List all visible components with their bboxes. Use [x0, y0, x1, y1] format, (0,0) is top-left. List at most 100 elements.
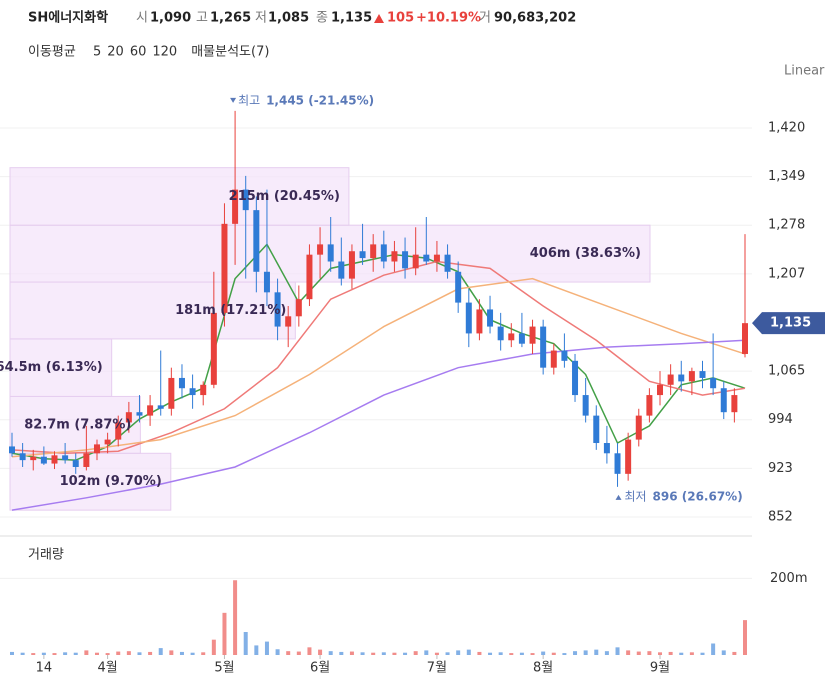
x-tick-label: 9월 — [650, 661, 670, 676]
volume-bar — [169, 650, 174, 655]
ma-line — [11, 243, 746, 461]
candle-body — [317, 244, 324, 255]
volume-bar — [743, 620, 747, 655]
candle-body — [359, 251, 366, 259]
candle-body — [242, 189, 249, 211]
candle-body — [412, 254, 419, 269]
y-tick-label: 994 — [768, 412, 793, 427]
candle-body — [83, 453, 90, 467]
ma-legend: 5 — [93, 45, 101, 60]
volume-bar — [658, 652, 663, 655]
ma-legend: 20 — [107, 45, 124, 60]
volume-bar — [243, 632, 248, 655]
volume-bar — [339, 651, 344, 655]
profile-label: 215m (20.45%) — [229, 189, 340, 204]
price-tag — [752, 312, 825, 335]
candle-body — [295, 299, 302, 317]
candle-body — [455, 271, 462, 303]
volume-bar — [84, 650, 89, 655]
marker-icon — [615, 494, 622, 500]
ma-line — [11, 277, 746, 458]
candle-body — [678, 374, 685, 382]
y-tick-label: 1,420 — [768, 120, 805, 135]
candle-body — [136, 412, 143, 416]
volume-bar — [328, 651, 333, 655]
ma-legend: 120 — [152, 45, 177, 60]
max-label: 1,445 (-21.45%) — [266, 93, 374, 107]
volume-bar — [413, 651, 418, 655]
y-tick-label: 1,207 — [768, 266, 805, 281]
volume-bar — [509, 653, 514, 655]
candle-body — [380, 244, 387, 262]
x-tick-label: 14 — [36, 661, 53, 676]
volume-bar — [604, 651, 609, 655]
scale-label: Linear — [784, 64, 825, 79]
profile-label: 102m (9.70%) — [60, 474, 162, 489]
value: 1,265 — [210, 11, 251, 26]
candle-body — [465, 302, 472, 334]
y-tick-label: 1,065 — [768, 364, 805, 379]
candle-body — [423, 254, 430, 262]
candle-body — [657, 384, 664, 396]
volume-bar — [264, 641, 269, 655]
candle-body — [635, 415, 642, 440]
candle-body — [518, 333, 525, 344]
max-prefix: 최고 — [238, 93, 260, 107]
volume-bar — [10, 651, 14, 655]
candle-body — [147, 405, 154, 416]
candle-body — [348, 251, 355, 279]
candle-body — [476, 309, 483, 334]
candle-body — [603, 443, 610, 454]
marker-icon — [230, 97, 237, 103]
x-tick-label: 4월 — [97, 661, 117, 676]
volume-bar — [403, 652, 408, 655]
volume-bar — [158, 648, 163, 655]
candle-body — [614, 453, 621, 474]
value: 1,090 — [150, 11, 191, 26]
volume-bar — [201, 652, 206, 655]
x-tick-label: 8월 — [533, 661, 553, 676]
value: 90,683,202 — [494, 11, 576, 26]
stock-name: SH에너지화학 — [28, 10, 108, 26]
v-tick-label: 200m — [770, 571, 807, 586]
x-tick-label: 7월 — [427, 661, 447, 676]
volume-bar — [52, 653, 57, 655]
volume-bar — [41, 652, 46, 655]
volume-bar — [381, 652, 386, 655]
volume-bar — [360, 652, 365, 655]
candle-body — [30, 456, 37, 461]
volume-bar — [668, 651, 673, 655]
volume-bar — [721, 650, 726, 655]
candle-body — [370, 244, 377, 259]
price-tag-label: 1,135 — [770, 316, 811, 331]
candle-body — [433, 254, 440, 262]
candle-body — [104, 439, 111, 445]
volume-bar — [94, 652, 99, 655]
candle-body — [742, 323, 748, 354]
candle-body — [508, 333, 515, 341]
profile-bar — [9, 167, 350, 226]
volume-bar — [179, 651, 184, 655]
change-pct: +10.19% — [416, 11, 481, 26]
y-tick-label: 1,278 — [768, 218, 805, 233]
candle-body — [285, 316, 292, 327]
profile-label: 181m (17.21%) — [175, 303, 286, 318]
candle-body — [731, 395, 738, 413]
profile-label: 82.7m (7.87%) — [24, 417, 131, 432]
volume-bar — [31, 653, 36, 655]
volume-bar — [573, 651, 578, 655]
volume-bar — [286, 651, 291, 655]
candle-body — [561, 350, 568, 361]
volume-bar — [275, 649, 280, 655]
volume-title: 거래량 — [28, 548, 64, 563]
candle-body — [391, 251, 398, 262]
volume-bar — [371, 652, 376, 655]
volume-bar — [530, 653, 535, 655]
candle-body — [40, 456, 47, 464]
candle-body — [51, 455, 58, 464]
volume-bar — [137, 652, 142, 655]
volume-bar — [434, 652, 439, 655]
ma-line — [11, 260, 746, 455]
volume-bar — [583, 650, 588, 655]
